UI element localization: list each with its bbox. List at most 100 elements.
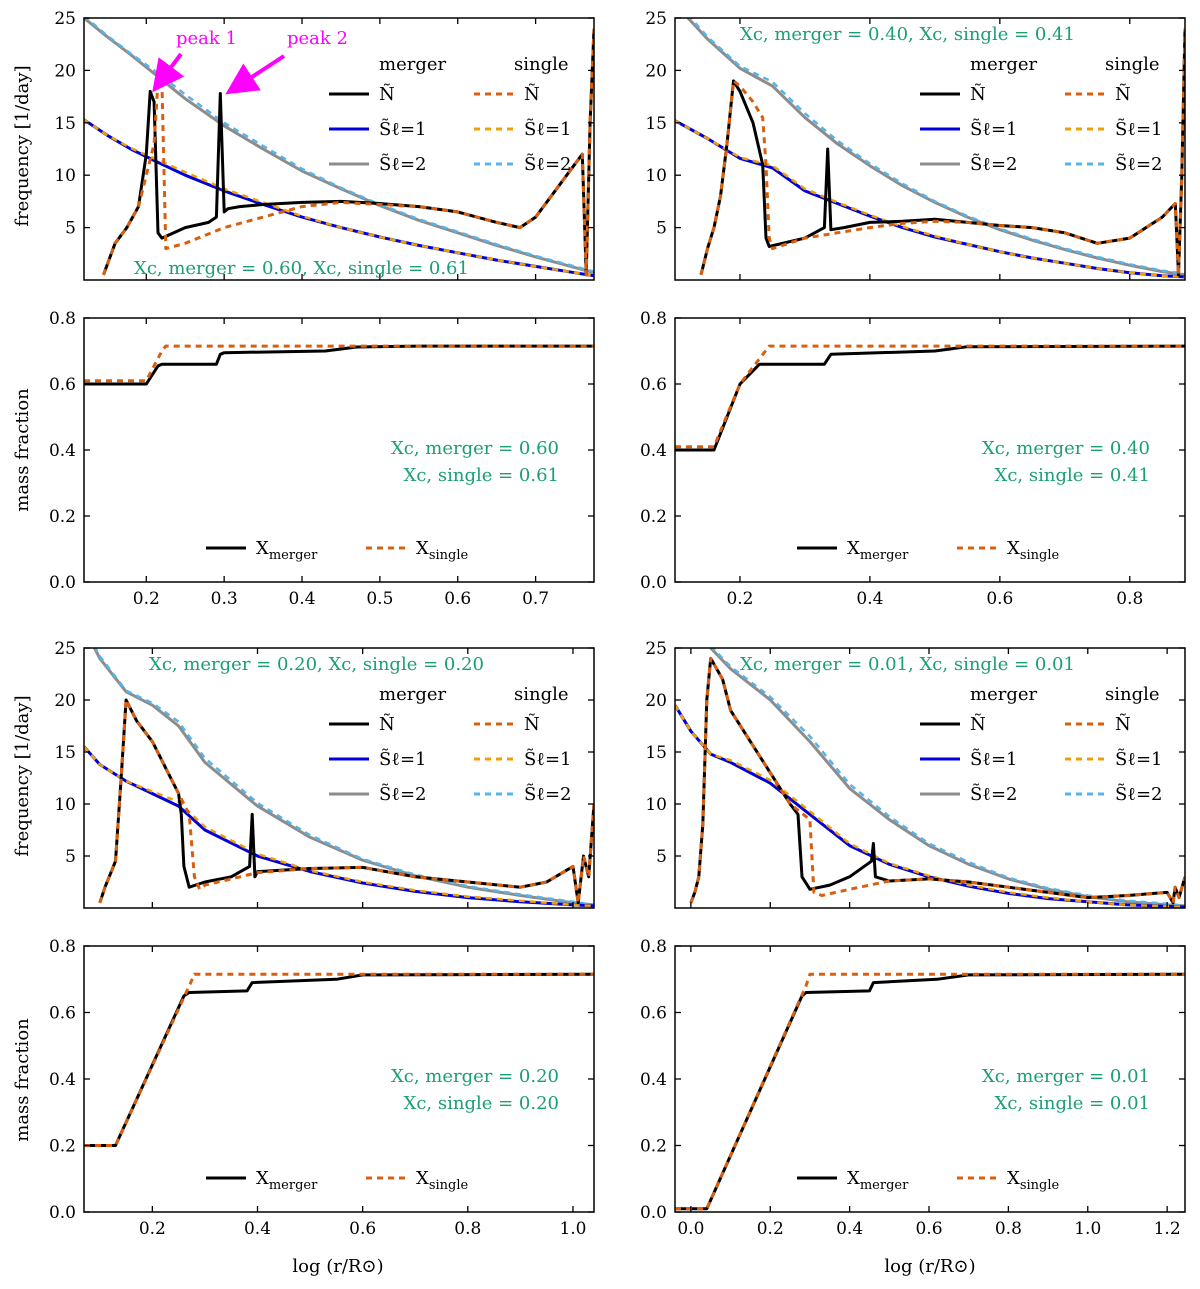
legend-label-xmerger: Xmerger: [847, 538, 909, 563]
legend-label-xsingle: Xsingle: [416, 1168, 469, 1193]
series-line: [98, 698, 594, 905]
y-tick-label: 10: [54, 795, 76, 815]
panel-2: 0.0 0.2 0.4 0.6 0.8 0.2 0.3 0.4 0.5 0.6 0.7 Xmerger…: [49, 309, 595, 609]
legend-single-title: single: [514, 684, 569, 705]
x-tick-label: 0.4: [244, 1219, 271, 1239]
legend-label-xmerger: Xmerger: [256, 1168, 318, 1193]
freq-ylabel-bottom: frequency [1/day]: [12, 695, 33, 856]
y-tick-label: 20: [54, 691, 76, 711]
x-tick-label: 0.2: [757, 1219, 784, 1239]
legend-label-merger: S̃ℓ=2: [970, 783, 1018, 805]
legend-label-merger: Ñ: [379, 82, 395, 105]
y-tick-label: 0.8: [640, 309, 667, 329]
y-tick-label: 0.8: [49, 937, 76, 957]
series-line: [675, 344, 1185, 452]
y-tick-label: 5: [65, 219, 76, 239]
series-line: [94, 648, 594, 907]
legend-label-merger: S̃ℓ=1: [970, 118, 1018, 140]
legend-label-single: S̃ℓ=1: [524, 118, 572, 140]
y-tick-label: 0.0: [640, 1203, 667, 1223]
y-tick-label: 0.6: [640, 375, 667, 395]
xc-annotation-line2: Xc, single = 0.01: [995, 1093, 1150, 1114]
series-line: [98, 698, 594, 905]
series-line: [699, 28, 1185, 277]
series-line: [84, 118, 594, 278]
series-line: [710, 648, 1185, 908]
xc-annotation-line2: Xc, single = 0.20: [404, 1093, 559, 1114]
legend-label-single: S̃ℓ=1: [1115, 748, 1163, 770]
legend-single-title: single: [1105, 684, 1160, 705]
x-tick-label: 0.4: [856, 589, 883, 609]
y-tick-label: 0.2: [49, 1137, 76, 1157]
series-line: [84, 344, 594, 383]
y-tick-label: 0.0: [49, 573, 76, 593]
panel-0: 5 10 15 20 25 merger single Ñ Ñ S̃ℓ=1 S̃ℓ=1 S̃ℓ=2 S̃…: [54, 9, 595, 281]
y-tick-label: 15: [54, 114, 76, 134]
legend-label-merger: Ñ: [379, 712, 395, 735]
panel-lines: [675, 18, 1185, 279]
y-tick-label: 5: [65, 847, 76, 867]
panel-4: 5 10 15 20 25 merger single Ñ Ñ S̃ℓ=1 S̃ℓ=1 S̃ℓ=2 S̃…: [54, 639, 595, 909]
panel-6: 0.0 0.2 0.4 0.6 0.8 0.2 0.4 0.6 0.8 1.0 Xmerger Xsi…: [49, 937, 595, 1239]
y-tick-label: 0.4: [640, 441, 667, 461]
y-tick-label: 0.8: [640, 937, 667, 957]
legend-label-single: S̃ℓ=2: [1115, 153, 1163, 175]
peak-2-arrow: [225, 54, 286, 95]
xc-annotation-line1: Xc, merger = 0.01: [982, 1066, 1150, 1087]
xc-annotation: Xc, merger = 0.01, Xc, single = 0.01: [740, 654, 1075, 675]
y-tick-label: 10: [645, 795, 667, 815]
x-tick-label: 0.6: [444, 589, 471, 609]
legend-merger-title: merger: [379, 684, 447, 705]
legend-label-single: Ñ: [524, 82, 540, 105]
panel-lines: [84, 18, 594, 278]
y-tick-label: 20: [645, 691, 667, 711]
y-tick-label: 0.6: [49, 375, 76, 395]
x-tick-label: 0.0: [677, 1219, 704, 1239]
x-tick-label: 1.2: [1154, 1219, 1181, 1239]
xc-annotation-line2: Xc, single = 0.61: [404, 465, 559, 486]
series-line: [675, 704, 1185, 908]
y-tick-label: 0.4: [49, 1070, 76, 1090]
panel-1: 5 10 15 20 25 merger single Ñ Ñ S̃ℓ=1 S̃ℓ=1 S̃ℓ=2 S̃…: [645, 9, 1186, 281]
legend-label-merger: S̃ℓ=1: [379, 118, 427, 140]
y-tick-label: 0.0: [640, 573, 667, 593]
legend-label-xsingle: Xsingle: [416, 538, 469, 563]
xc-annotation: Xc, merger = 0.40, Xc, single = 0.41: [740, 24, 1075, 45]
xlabel-right: log (r/R⊙): [884, 1256, 975, 1277]
series-line: [84, 18, 594, 273]
legend-single-title: single: [1105, 54, 1160, 75]
panel-lines: [84, 972, 594, 1147]
y-tick-label: 5: [656, 847, 667, 867]
legend-label-merger: S̃ℓ=2: [379, 783, 427, 805]
legend-label-merger: Ñ: [970, 82, 986, 105]
y-tick-label: 25: [54, 639, 76, 659]
legend-merger-title: merger: [379, 54, 447, 75]
panel-lines: [675, 648, 1185, 908]
series-line: [675, 972, 1185, 1211]
legend-label-single: S̃ℓ=1: [524, 748, 572, 770]
x-tick-label: 0.4: [288, 589, 315, 609]
panel-frame: [83, 647, 595, 909]
legend-label-single: S̃ℓ=2: [524, 153, 572, 175]
legend-label-merger: S̃ℓ=1: [379, 748, 427, 770]
y-tick-label: 0.2: [49, 507, 76, 527]
legend-label-single: S̃ℓ=1: [1115, 118, 1163, 140]
series-line: [675, 344, 1185, 449]
legend-merger-title: merger: [970, 684, 1038, 705]
series-line: [689, 18, 1185, 275]
legend-label-single: S̃ℓ=2: [1115, 783, 1163, 805]
legend-label-merger: S̃ℓ=2: [970, 153, 1018, 175]
legend-label-xmerger: Xmerger: [256, 538, 318, 563]
x-tick-label: 0.8: [454, 1219, 481, 1239]
y-tick-label: 0.2: [640, 507, 667, 527]
mass-ylabel-top: mass fraction: [12, 388, 33, 512]
xc-annotation-line1: Xc, merger = 0.40: [982, 438, 1150, 459]
series-line: [84, 344, 594, 386]
legend-label-single: S̃ℓ=2: [524, 783, 572, 805]
xc-annotation-line1: Xc, merger = 0.20: [391, 1066, 559, 1087]
series-line: [675, 119, 1185, 279]
x-tick-label: 0.6: [915, 1219, 942, 1239]
peak-2-label: peak 2: [287, 28, 348, 49]
